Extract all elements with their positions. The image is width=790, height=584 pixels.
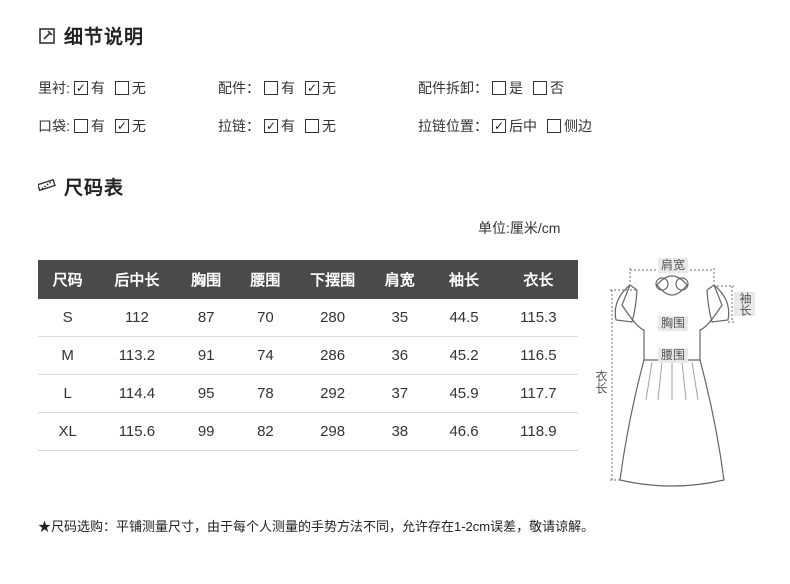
- size-header: 尺码表: [38, 173, 752, 200]
- lining-label: 里衬:: [38, 78, 70, 98]
- detach-opt1-text: 是: [509, 78, 523, 98]
- cell-0-1: 112: [97, 299, 176, 337]
- zip-pos-opt1-check: [492, 119, 506, 133]
- cell-1-3: 74: [236, 337, 295, 375]
- size-col-5: 肩宽: [370, 260, 429, 299]
- diagram-bust-label: 胸围: [658, 316, 688, 331]
- cell-2-1: 114.4: [97, 375, 176, 413]
- size-col-4: 下摆围: [295, 260, 370, 299]
- cell-2-0: L: [38, 375, 97, 413]
- parts-opt2-text: 无: [322, 78, 336, 98]
- cell-1-7: 116.5: [499, 337, 578, 375]
- details-header: 细节说明: [38, 22, 752, 49]
- edit-icon: [38, 27, 56, 45]
- lining-opt1-check: [74, 81, 88, 95]
- size-table-header-row: 尺码后中长胸围腰围下摆围肩宽袖长衣长: [38, 260, 578, 299]
- lining-opt2-check: [115, 81, 129, 95]
- diagram-waist-label: 腰围: [658, 348, 688, 363]
- lining-opt1-text: 有: [91, 78, 105, 98]
- parts-opt1-text: 有: [281, 78, 295, 98]
- zip-pos-opt2-text: 侧边: [564, 116, 592, 136]
- details-grid: 里衬: 有 无 配件： 有 无 配件拆卸： 是 否 口袋: 有 无 拉链： 有 …: [38, 69, 752, 145]
- cell-3-1: 115.6: [97, 413, 176, 451]
- detail-lining: 里衬: 有 无: [38, 69, 208, 107]
- zipper-opt2-text: 无: [322, 116, 336, 136]
- size-col-0: 尺码: [38, 260, 97, 299]
- cell-0-0: S: [38, 299, 97, 337]
- diagram-shoulder-label: 肩宽: [658, 258, 688, 273]
- cell-2-4: 292: [295, 375, 370, 413]
- size-col-6: 袖长: [429, 260, 498, 299]
- dress-diagram: 肩宽 袖长 胸围 腰围 衣长: [592, 260, 752, 490]
- detach-opt2-text: 否: [550, 78, 564, 98]
- pocket-opt2-text: 无: [132, 116, 146, 136]
- cell-0-4: 280: [295, 299, 370, 337]
- detach-opt2-check: [533, 81, 547, 95]
- cell-1-5: 36: [370, 337, 429, 375]
- cell-1-6: 45.2: [429, 337, 498, 375]
- cell-2-5: 37: [370, 375, 429, 413]
- pocket-opt1-text: 有: [91, 116, 105, 136]
- size-col-7: 衣长: [499, 260, 578, 299]
- size-table: 尺码后中长胸围腰围下摆围肩宽袖长衣长 S11287702803544.5115.…: [38, 260, 578, 451]
- cell-3-4: 298: [295, 413, 370, 451]
- zipper-opt1-check: [264, 119, 278, 133]
- detail-pocket: 口袋: 有 无: [38, 107, 208, 145]
- cell-3-3: 82: [236, 413, 295, 451]
- cell-3-0: XL: [38, 413, 97, 451]
- cell-0-5: 35: [370, 299, 429, 337]
- size-col-2: 胸围: [177, 260, 236, 299]
- zip-pos-opt1-text: 后中: [509, 116, 537, 136]
- diagram-length-label: 衣长: [590, 370, 611, 394]
- zipper-label: 拉链：: [218, 116, 260, 136]
- detail-detach: 配件拆卸： 是 否: [418, 69, 752, 107]
- detail-zip-pos: 拉链位置： 后中 侧边: [418, 107, 752, 145]
- table-row: M113.291742863645.2116.5: [38, 337, 578, 375]
- size-col-1: 后中长: [97, 260, 176, 299]
- zip-pos-opt2-check: [547, 119, 561, 133]
- size-col-3: 腰围: [236, 260, 295, 299]
- parts-opt1-check: [264, 81, 278, 95]
- cell-0-3: 70: [236, 299, 295, 337]
- cell-3-6: 46.6: [429, 413, 498, 451]
- chart-wrap: 尺码后中长胸围腰围下摆围肩宽袖长衣长 S11287702803544.5115.…: [38, 260, 752, 490]
- cell-0-6: 44.5: [429, 299, 498, 337]
- parts-opt2-check: [305, 81, 319, 95]
- detail-parts: 配件： 有 无: [218, 69, 408, 107]
- cell-1-4: 286: [295, 337, 370, 375]
- table-row: S11287702803544.5115.3: [38, 299, 578, 337]
- cell-2-6: 45.9: [429, 375, 498, 413]
- details-title: 细节说明: [64, 22, 144, 49]
- cell-2-7: 117.7: [499, 375, 578, 413]
- size-title: 尺码表: [64, 173, 124, 200]
- size-table-body: S11287702803544.5115.3M113.291742863645.…: [38, 299, 578, 451]
- parts-label: 配件：: [218, 78, 260, 98]
- pocket-opt2-check: [115, 119, 129, 133]
- zipper-opt1-text: 有: [281, 116, 295, 136]
- cell-3-2: 99: [177, 413, 236, 451]
- zip-pos-label: 拉链位置：: [418, 116, 488, 136]
- ruler-icon: [38, 178, 56, 196]
- zipper-opt2-check: [305, 119, 319, 133]
- cell-0-2: 87: [177, 299, 236, 337]
- cell-1-2: 91: [177, 337, 236, 375]
- cell-0-7: 115.3: [499, 299, 578, 337]
- table-row: L114.495782923745.9117.7: [38, 375, 578, 413]
- detach-opt1-check: [492, 81, 506, 95]
- diagram-sleeve-label: 袖长: [734, 292, 755, 316]
- cell-1-1: 113.2: [97, 337, 176, 375]
- cell-3-5: 38: [370, 413, 429, 451]
- pocket-label: 口袋:: [38, 116, 70, 136]
- cell-1-0: M: [38, 337, 97, 375]
- detach-label: 配件拆卸：: [418, 78, 488, 98]
- cell-2-2: 95: [177, 375, 236, 413]
- table-row: XL115.699822983846.6118.9: [38, 413, 578, 451]
- cell-3-7: 118.9: [499, 413, 578, 451]
- lining-opt2-text: 无: [132, 78, 146, 98]
- pocket-opt1-check: [74, 119, 88, 133]
- cell-2-3: 78: [236, 375, 295, 413]
- footnote: ★尺码选购：平铺测量尺寸，由于每个人测量的手势方法不同，允许存在1-2cm误差，…: [38, 516, 752, 535]
- detail-zipper: 拉链： 有 无: [218, 107, 408, 145]
- unit-text: 单位:厘米/cm: [478, 218, 752, 238]
